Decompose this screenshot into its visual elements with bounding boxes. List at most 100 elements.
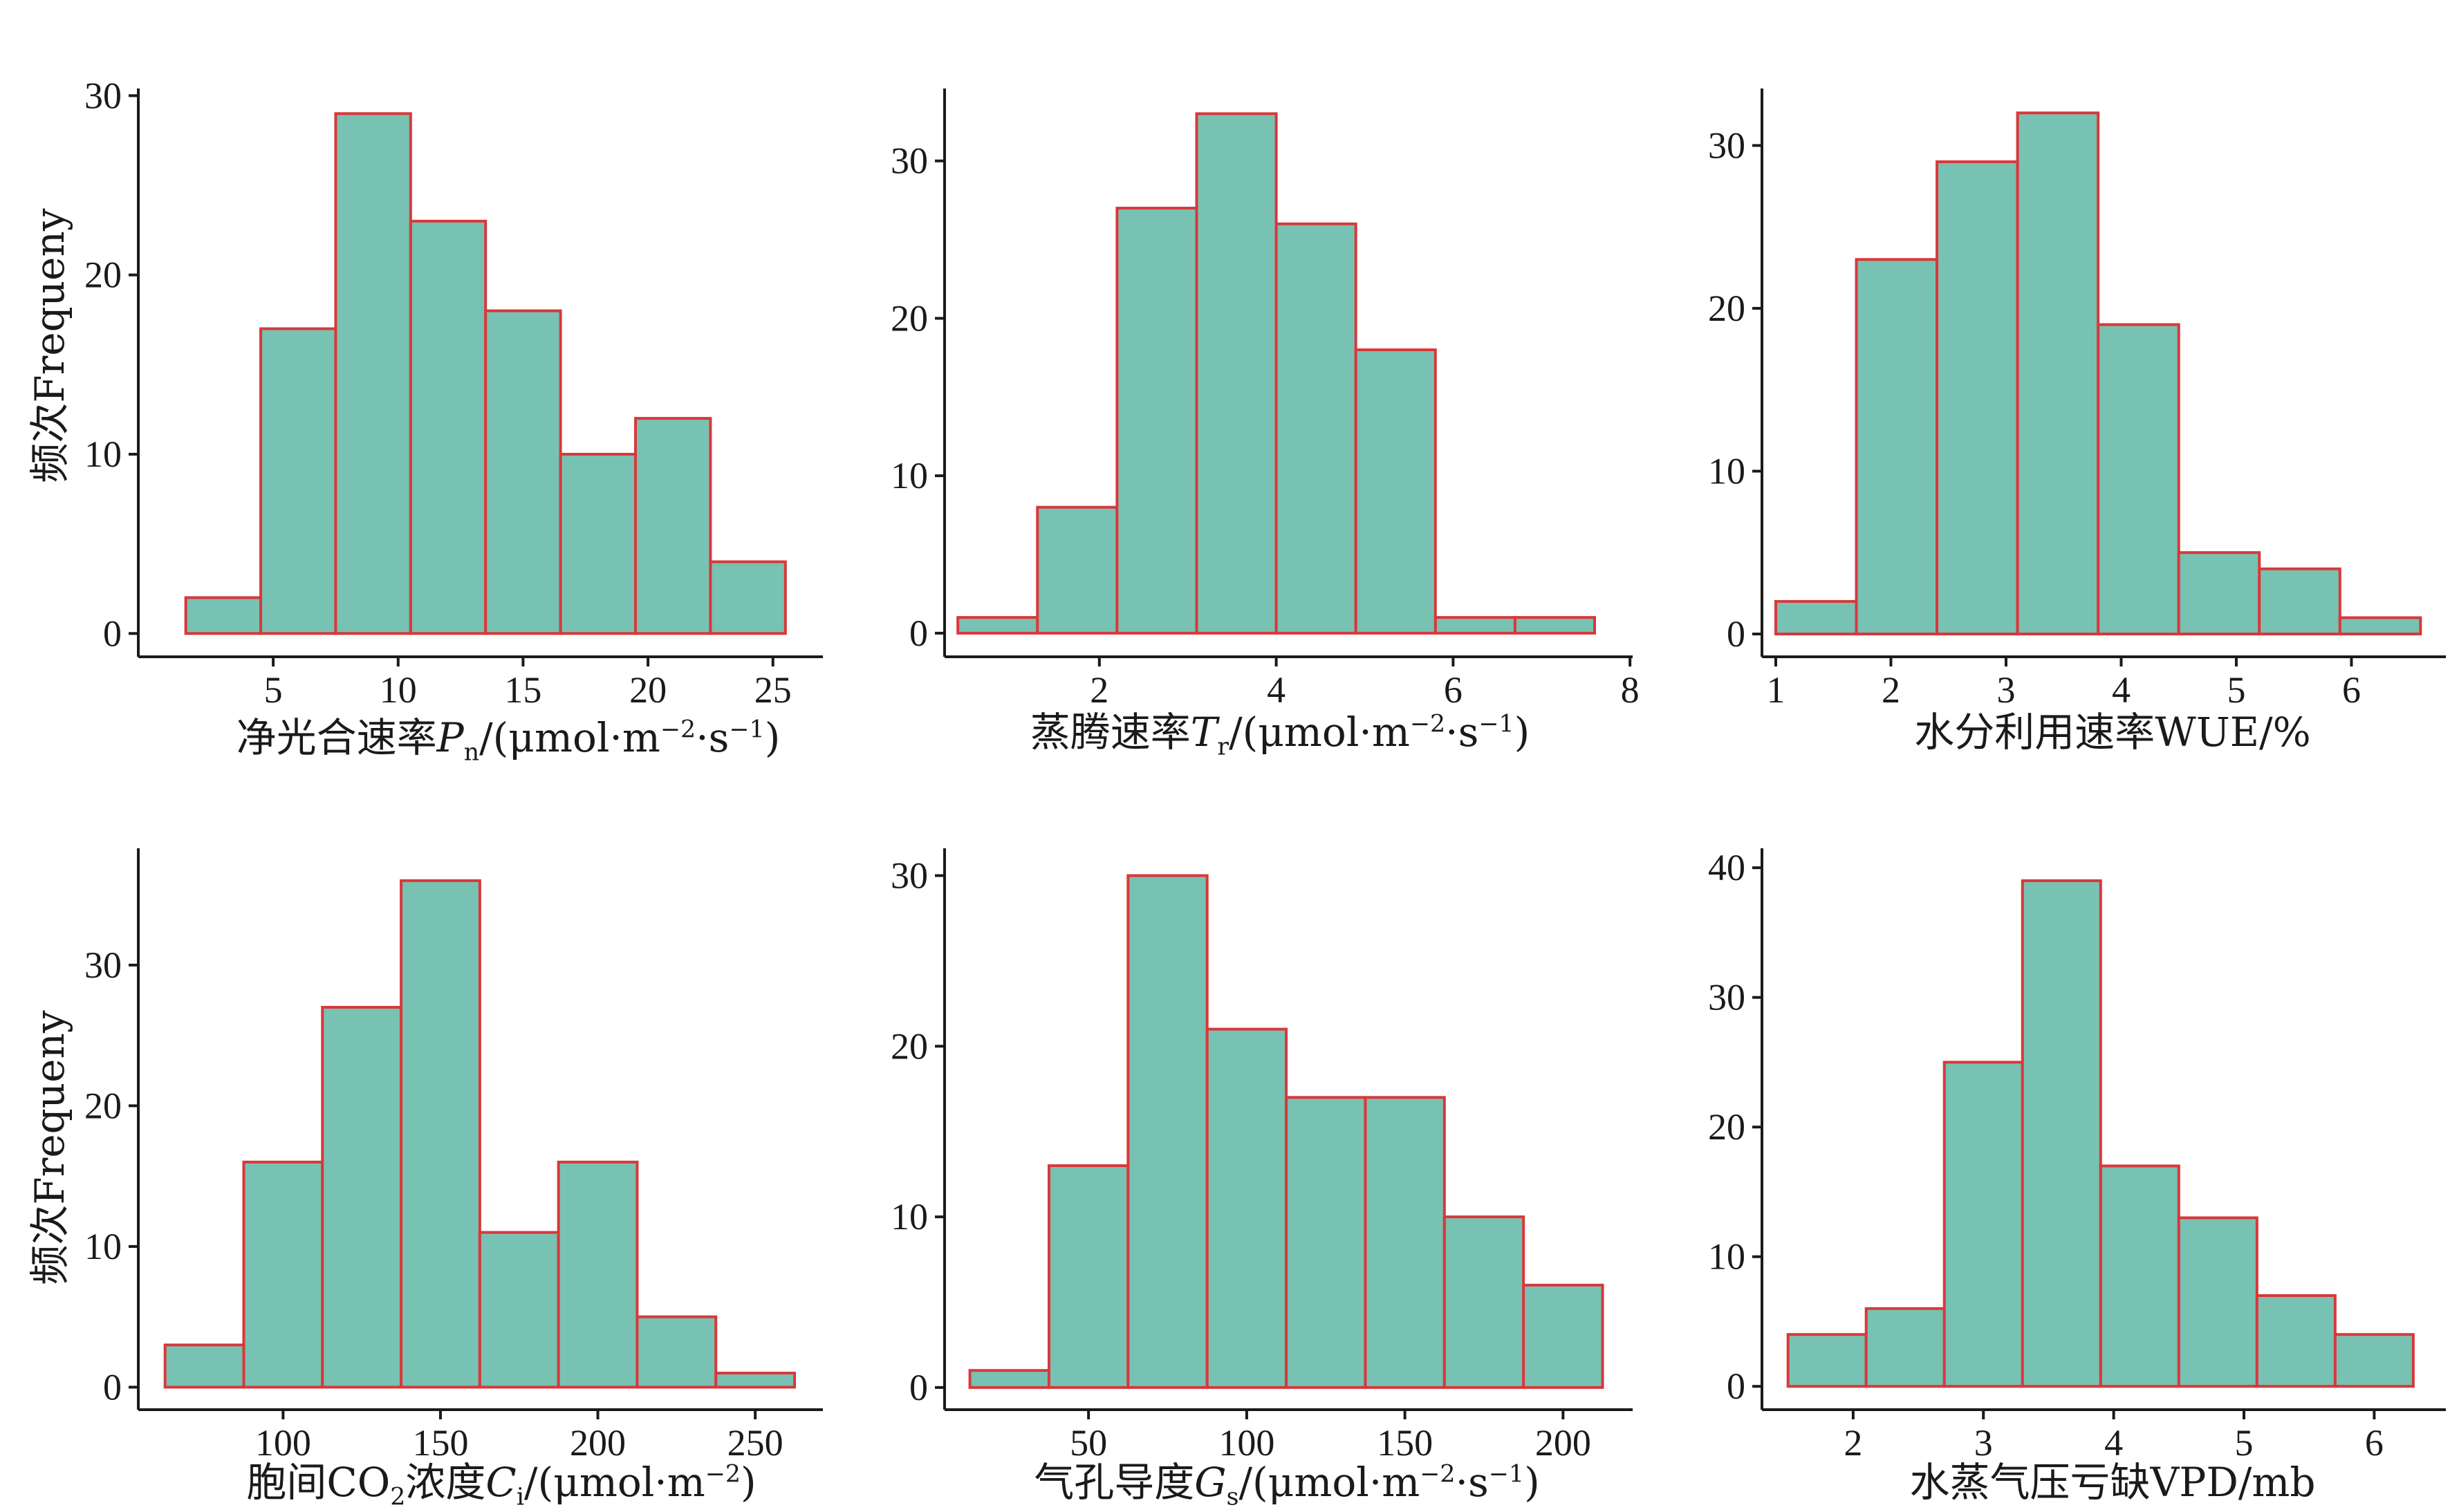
y-tick-label: 20 [1708, 288, 1745, 329]
x-axis-label: 水分利用速率WUE/% [1914, 709, 2311, 756]
x-tick-label: 8 [1621, 669, 1640, 711]
bar [714, 1372, 797, 1389]
panel-intercellular-co2: 100 150 200 250 0 10 20 30 频次Frequeny 胞间CO2浓度Ci… [0, 756, 823, 1512]
bar [1364, 1096, 1446, 1389]
y-tick-label: 0 [103, 1366, 122, 1408]
panel-water-use-efficiency: 1 2 3 4 5 6 0 10 20 30 水分利用速率WUE/% [1633, 0, 2450, 756]
y-tick-label: 0 [1727, 613, 1745, 655]
bar [1774, 599, 1858, 636]
y-tick-label: 0 [909, 613, 928, 654]
bar [259, 327, 337, 635]
x-tick-label: 6 [2365, 1422, 2384, 1464]
bars [163, 879, 797, 1389]
bar [1195, 112, 1278, 635]
y-tick-label: 30 [1708, 124, 1745, 166]
x-tick-label: 25 [754, 669, 792, 711]
x-tick-label: 150 [412, 1422, 468, 1464]
x-tick-label: 50 [1070, 1422, 1107, 1464]
y-tick-label: 30 [84, 75, 122, 116]
y-tick-label: 10 [891, 455, 928, 496]
bars [968, 874, 1604, 1389]
x-tick-label: 250 [727, 1422, 783, 1464]
x-tick-label: 6 [1444, 669, 1463, 711]
x-tick-label: 4 [2104, 1422, 2123, 1464]
bar [1205, 1027, 1288, 1389]
bar [1942, 1061, 2024, 1388]
y-tick-label: 10 [1708, 1236, 1745, 1278]
bars [956, 112, 1597, 635]
y-tick-label: 0 [103, 613, 122, 654]
bar [1864, 1307, 1946, 1388]
x-tick-label: 200 [1535, 1422, 1591, 1464]
y-tick-label: 0 [909, 1367, 928, 1408]
bar [1786, 1333, 1868, 1388]
bar [184, 596, 263, 635]
x-tick-label: 2 [1882, 669, 1900, 711]
bar [1036, 505, 1119, 635]
y-tick-label: 20 [891, 1025, 928, 1067]
y-tick-label: 30 [891, 855, 928, 896]
bars [184, 112, 787, 635]
panel-net-photosynthesis: 5 10 15 20 25 0 10 20 30 频次Frequeny 净光合速率Pn/(μmo… [0, 0, 823, 765]
bar [2097, 323, 2180, 636]
x-tick-label: 100 [255, 1422, 311, 1464]
bar [1126, 874, 1209, 1389]
x-tick-label: 5 [264, 669, 283, 711]
bar [634, 417, 712, 635]
bar [1354, 348, 1437, 635]
y-tick-label: 0 [1727, 1365, 1745, 1407]
x-tick-label: 5 [2227, 669, 2245, 711]
y-tick-label: 30 [84, 944, 122, 986]
bar [1855, 258, 1939, 636]
x-tick-label: 5 [2235, 1422, 2254, 1464]
bar [1442, 1215, 1525, 1389]
chart-transpiration: 2 4 6 8 0 10 20 30 [891, 88, 1640, 711]
x-axis-label: 胞间CO2浓度Ci/(μmol·m−2) [246, 1459, 757, 1511]
bars [1786, 879, 2415, 1388]
bar [2258, 567, 2341, 636]
x-tick-label: 100 [1218, 1422, 1274, 1464]
y-tick-label: 10 [84, 433, 122, 475]
bar [409, 219, 488, 635]
bar [2021, 879, 2102, 1388]
bar [2177, 551, 2261, 636]
bar [400, 879, 481, 1389]
bar [2099, 1164, 2180, 1388]
bar [484, 309, 562, 635]
bar [1433, 616, 1516, 635]
y-tick-label: 40 [1708, 847, 1745, 888]
y-tick-label: 20 [891, 297, 928, 339]
bars [1774, 111, 2422, 636]
x-axis-label: 蒸腾速率Tr/(μmol·m−2·s−1) [1030, 709, 1530, 761]
bar [2333, 1333, 2415, 1388]
bar [1115, 207, 1198, 635]
y-tick-label: 30 [891, 140, 928, 182]
bar [2338, 616, 2422, 636]
chart-stomatal-conductance: 50 100 150 200 0 10 20 30 [891, 848, 1633, 1464]
x-tick-label: 3 [1996, 669, 2015, 711]
bar [1936, 160, 2019, 636]
bar [1274, 222, 1357, 635]
bar [557, 1160, 639, 1389]
bar [2016, 111, 2100, 636]
bar [559, 452, 638, 635]
y-tick-label: 20 [1708, 1106, 1745, 1148]
bar [321, 1005, 403, 1389]
x-tick-label: 150 [1377, 1422, 1433, 1464]
y-tick-label: 10 [891, 1196, 928, 1238]
bar [334, 112, 412, 635]
bar [163, 1343, 245, 1389]
y-axis-label: 频次Frequeny [26, 1010, 73, 1285]
x-axis-label: 气孔导度Gs/(μmol·m−2·s−1) [1034, 1459, 1540, 1511]
chart-water-use-efficiency: 1 2 3 4 5 6 0 10 20 30 [1708, 88, 2446, 711]
panel-stomatal-conductance: 50 100 150 200 0 10 20 30 气孔导度Gs/(μmol·m−2·s−1) [817, 756, 1633, 1512]
x-tick-label: 2 [1844, 1422, 1862, 1464]
y-tick-label: 10 [84, 1226, 122, 1267]
chart-vapor-pressure-deficit: 2 3 4 5 6 0 10 20 30 40 [1708, 847, 2446, 1464]
x-axis-label: 水蒸气压亏缺VPD/mb [1909, 1459, 2316, 1506]
x-tick-label: 15 [504, 669, 541, 711]
bar [1047, 1164, 1130, 1389]
y-axis-label: 频次Frequeny [26, 208, 73, 483]
bar [1285, 1096, 1367, 1389]
